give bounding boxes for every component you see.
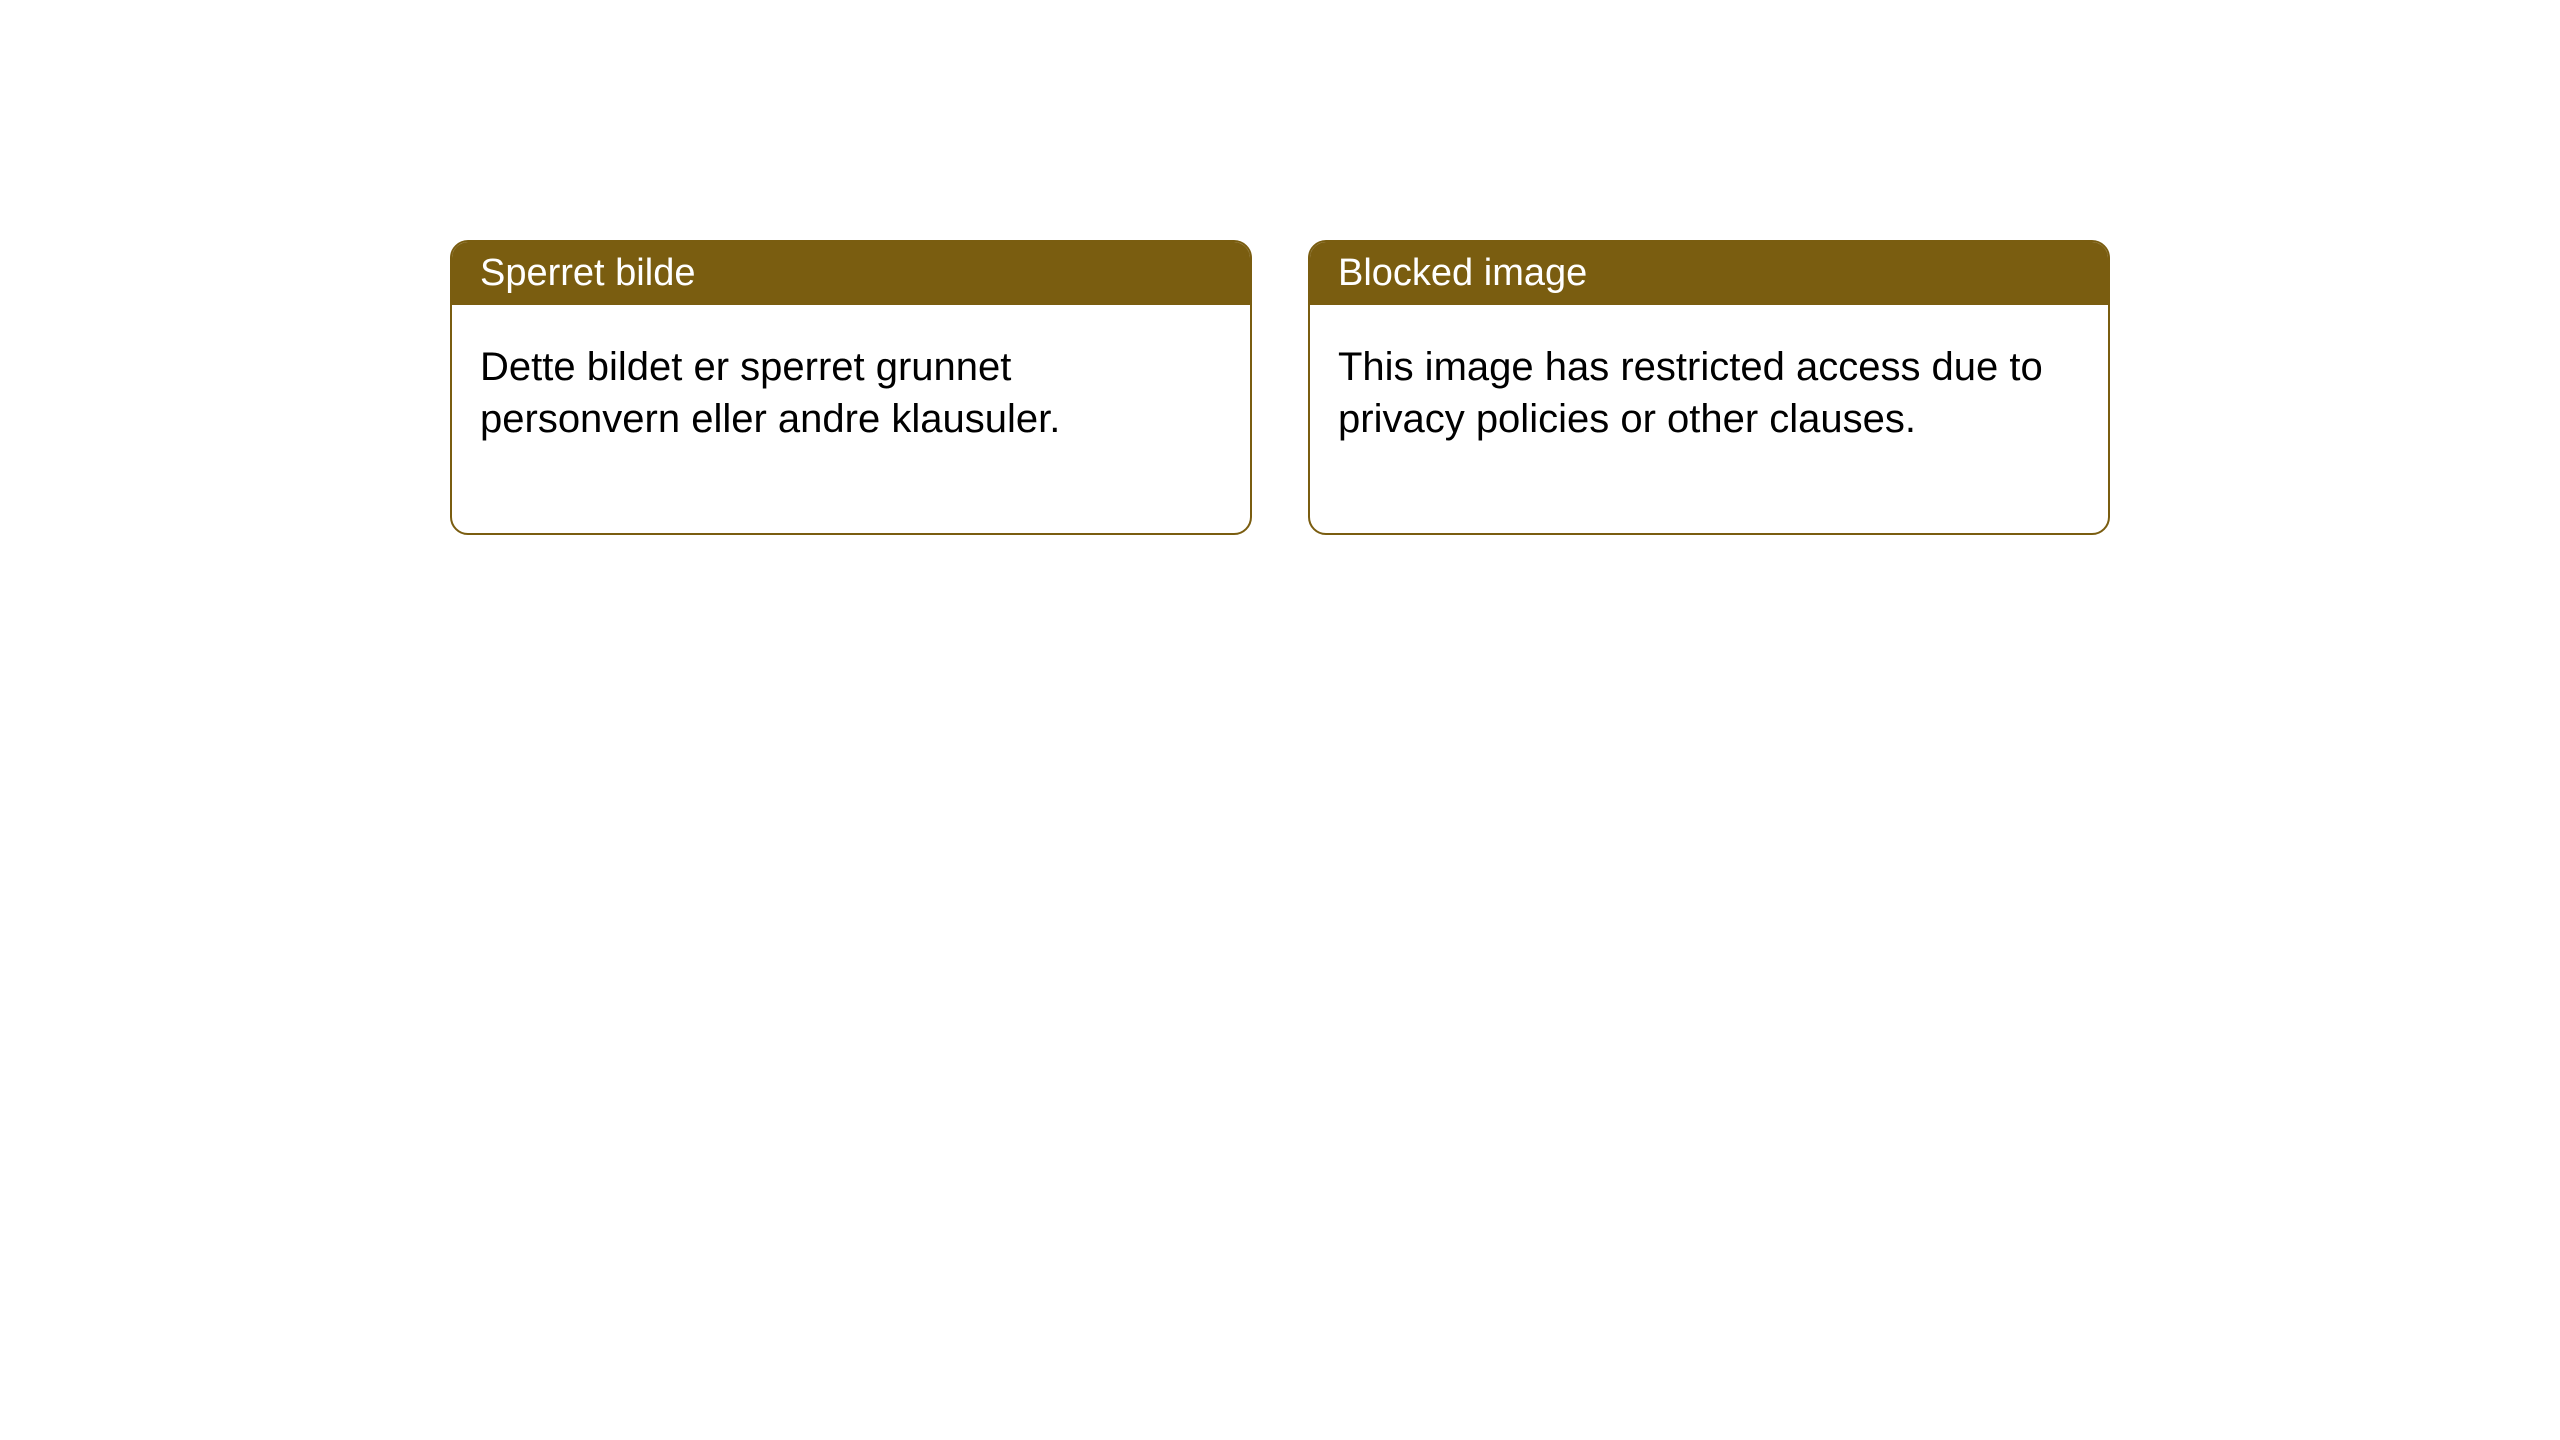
card-body: Dette bildet er sperret grunnet personve… <box>452 305 1250 533</box>
blocked-image-card-english: Blocked image This image has restricted … <box>1308 240 2110 535</box>
card-body-text: Dette bildet er sperret grunnet personve… <box>480 345 1060 441</box>
blocked-image-card-norwegian: Sperret bilde Dette bildet er sperret gr… <box>450 240 1252 535</box>
cards-container: Sperret bilde Dette bildet er sperret gr… <box>450 240 2560 535</box>
card-header: Blocked image <box>1310 242 2108 305</box>
card-header: Sperret bilde <box>452 242 1250 305</box>
card-title: Sperret bilde <box>480 252 695 294</box>
card-body: This image has restricted access due to … <box>1310 305 2108 533</box>
card-body-text: This image has restricted access due to … <box>1338 345 2043 441</box>
card-title: Blocked image <box>1338 252 1587 294</box>
